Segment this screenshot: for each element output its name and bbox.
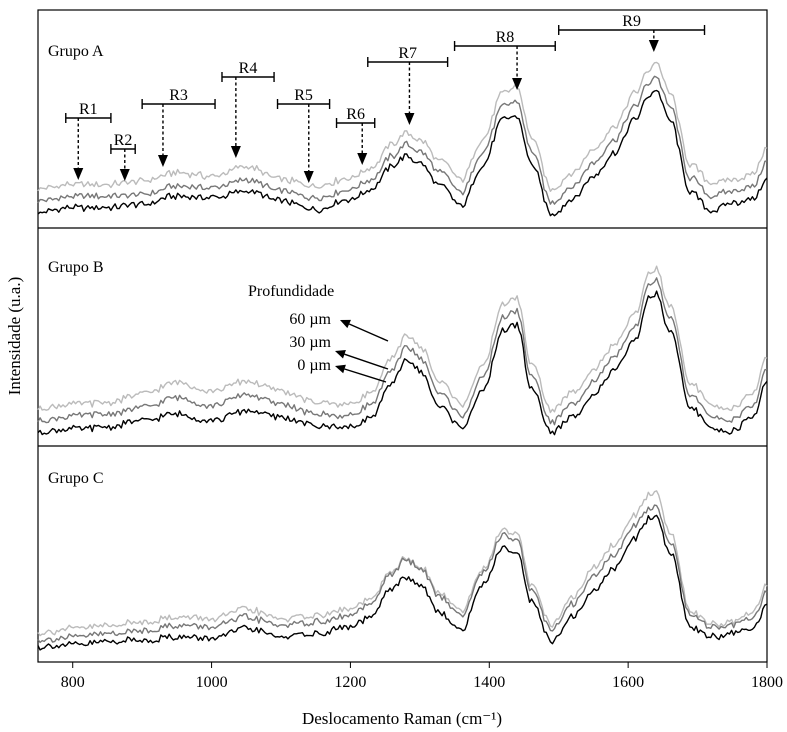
depth-arrow-shaft-2	[344, 368, 387, 383]
depth-arrow-shaft-0	[348, 323, 389, 342]
x-axis-title: Deslocamento Raman (cm⁻¹)	[302, 709, 502, 728]
region-label: R4	[239, 60, 258, 77]
spectrum-line-0um-panel-1	[37, 89, 768, 217]
x-tick-label: 1000	[196, 674, 228, 691]
depth-label-30um: 30 µm	[289, 334, 331, 351]
region-label: R8	[496, 29, 515, 46]
region-annotations: R1 R2 R3 R4 R5 R6 R7 R8 R9	[65, 13, 706, 183]
region-r3: R3	[141, 87, 216, 167]
region-arrow-head	[404, 113, 415, 125]
depth-arrow-head-1	[335, 349, 346, 359]
region-label: R7	[398, 45, 417, 62]
depth-arrow-head-0	[340, 319, 351, 329]
y-axis-title: Intensidade (u.a.)	[5, 277, 24, 395]
region-arrow-head	[648, 40, 659, 52]
region-arrow-head	[512, 78, 523, 90]
depth-label-60um: 60 µm	[289, 311, 331, 328]
spectra-traces	[37, 61, 768, 651]
region-label: R5	[294, 87, 313, 104]
spectrum-line-30um-panel-2	[37, 277, 768, 426]
x-tick-label: 1200	[334, 674, 366, 691]
x-tick-label: 1800	[751, 674, 783, 691]
region-label: R9	[622, 13, 641, 30]
region-r9: R9	[558, 13, 706, 52]
region-r5: R5	[276, 87, 331, 183]
region-label: R6	[346, 106, 365, 123]
spectrum-line-30um-panel-3	[37, 504, 768, 644]
depth-arrow-head-2	[335, 364, 346, 374]
spectrum-line-60um-panel-1	[37, 61, 768, 192]
region-r7: R7	[367, 45, 449, 125]
x-tick-label: 1600	[612, 674, 644, 691]
depth-legend-arrows	[335, 319, 389, 383]
x-tick-label: 800	[61, 674, 85, 691]
region-arrow-head	[230, 146, 241, 158]
region-r4: R4	[221, 60, 275, 158]
depth-legend-title: Profundidade	[248, 283, 334, 300]
region-arrow-head	[157, 155, 168, 167]
region-label: R2	[114, 132, 133, 149]
spectrum-line-30um-panel-1	[37, 75, 768, 205]
plot-frame	[37, 9, 768, 663]
region-arrow-head	[73, 168, 84, 180]
x-tick-label: 1400	[473, 674, 505, 691]
region-arrow-head	[357, 153, 368, 165]
spectrum-line-0um-panel-2	[37, 290, 768, 436]
spectrum-line-60um-panel-3	[37, 490, 768, 637]
spectrum-line-60um-panel-2	[37, 265, 768, 414]
spectrum-line-0um-panel-3	[37, 514, 768, 651]
region-arrow-head	[303, 171, 314, 183]
x-axis: 800 1000 1200 1400 1600 1800	[61, 662, 783, 691]
region-r8: R8	[453, 29, 556, 90]
region-r6: R6	[335, 106, 376, 165]
region-r2: R2	[110, 132, 136, 181]
panel-title-a: Grupo A	[48, 43, 104, 60]
region-arrow-head	[119, 169, 130, 181]
depth-arrow-shaft-1	[344, 353, 389, 370]
depth-legend: Profundidade 60 µm 30 µm 0 µm	[248, 283, 389, 383]
panel-title-c: Grupo C	[48, 470, 104, 487]
depth-label-0um: 0 µm	[297, 357, 331, 374]
region-r1: R1	[65, 101, 112, 180]
region-label: R3	[169, 87, 188, 104]
region-label: R1	[79, 101, 98, 118]
panel-title-b: Grupo B	[48, 259, 104, 276]
